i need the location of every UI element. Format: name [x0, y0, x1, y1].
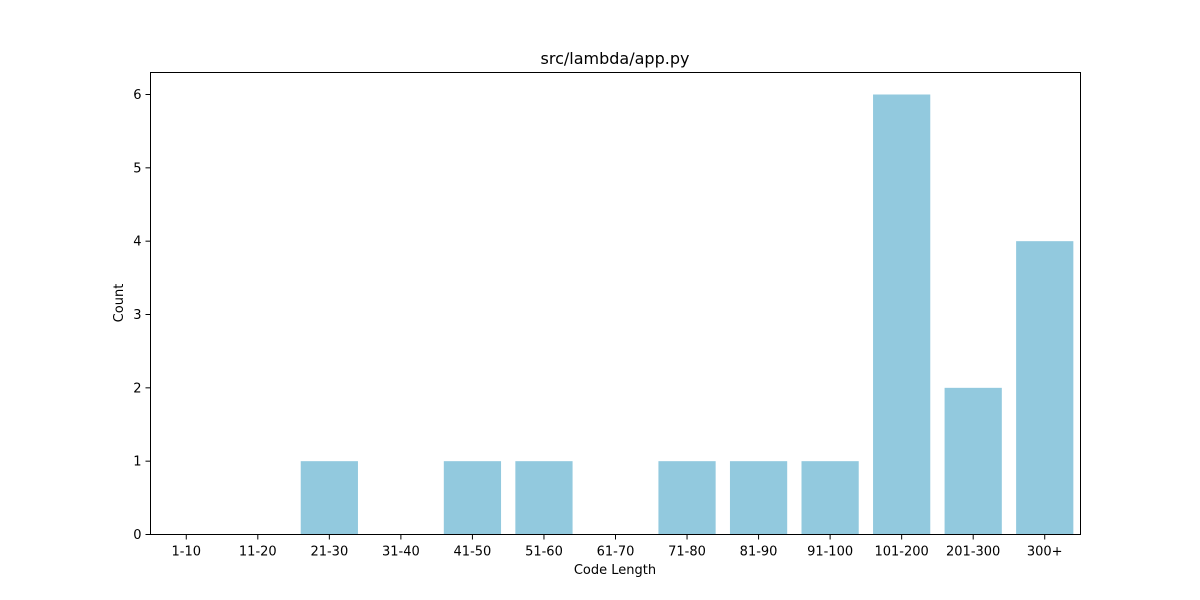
bar-101-200: [873, 94, 931, 535]
y-tick-label: 0: [133, 528, 141, 543]
x-tick-label: 201-300: [946, 545, 1000, 560]
bar-21-30: [300, 461, 358, 535]
y-tick-label: 1: [133, 455, 141, 470]
x-tick-label: 101-200: [874, 545, 928, 560]
x-tick-label: 71-80: [668, 545, 706, 560]
y-tick-label: 6: [133, 88, 141, 103]
y-tick-label: 4: [133, 235, 141, 250]
x-tick-label: 81-90: [740, 545, 778, 560]
x-tick-label: 41-50: [454, 545, 492, 560]
chart-title: src/lambda/app.py: [541, 49, 690, 68]
bar-41-50: [443, 461, 502, 535]
y-tick-label: 3: [133, 308, 141, 323]
x-tick-label: 11-20: [239, 545, 277, 560]
bar-91-100: [801, 461, 859, 535]
y-tick-label: 5: [133, 161, 141, 176]
x-tick-label: 21-30: [310, 545, 348, 560]
x-tick-label: 51-60: [525, 545, 563, 560]
y-axis-label: Count: [112, 284, 127, 323]
x-axis-label: Code Length: [574, 563, 656, 578]
bar-201-300: [944, 387, 1002, 535]
x-tick-label: 91-100: [807, 545, 853, 560]
y-axis: 0 1 2 3 4 5 6: [133, 88, 151, 543]
x-tick-label: 1-10: [172, 545, 202, 560]
x-axis: 1-10 11-20 21-30 31-40 41-50 51-60 61-70 71-80 8…: [172, 534, 1063, 560]
bar-51-60: [515, 461, 573, 535]
x-tick-label: 31-40: [382, 545, 420, 560]
x-tick-label: 300+: [1027, 545, 1063, 560]
bar-300+: [1016, 241, 1074, 535]
bar-81-90: [729, 461, 788, 535]
x-tick-label: 61-70: [597, 545, 635, 560]
bars-group: [300, 94, 1074, 535]
y-tick-label: 2: [133, 381, 141, 396]
bar-71-80: [658, 461, 716, 535]
plot-area-frame: [150, 72, 1081, 535]
